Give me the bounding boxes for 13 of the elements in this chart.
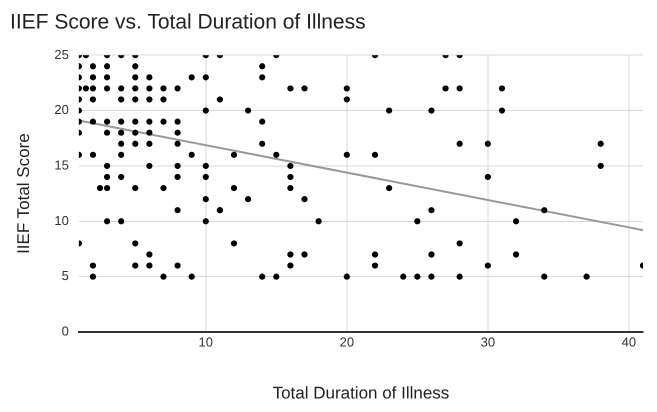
chart-title: IIEF Score vs. Total Duration of Illness <box>10 10 366 34</box>
y-tick-label: 25 <box>54 46 69 62</box>
x-axis-title: Total Duration of Illness <box>272 383 450 402</box>
x-tick-label: 20 <box>340 334 354 350</box>
x-tick-label: 30 <box>480 334 496 350</box>
x-tick-label: 10 <box>198 334 214 350</box>
y-axis-title: IIEF Total Score <box>14 133 33 254</box>
y-tick-label: 10 <box>54 212 69 228</box>
y-tick-label: 20 <box>54 102 69 118</box>
x-tick-label: 40 <box>622 334 636 350</box>
y-tick-label: 0 <box>62 324 69 339</box>
y-tick-label: 15 <box>54 158 69 172</box>
y-tick-label: 5 <box>62 268 69 284</box>
